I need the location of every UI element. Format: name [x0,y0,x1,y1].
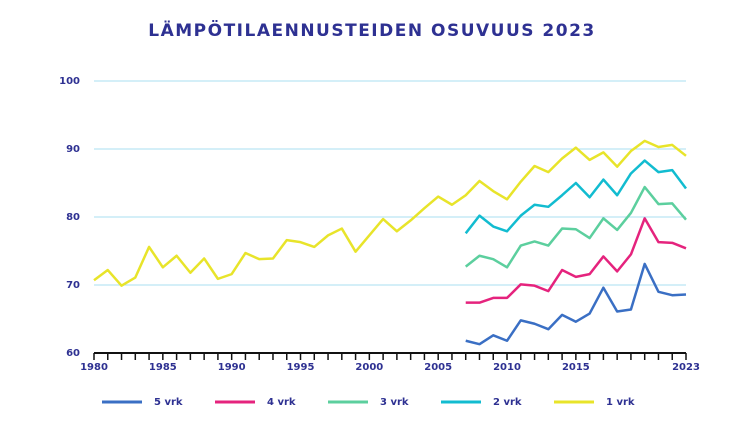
chart-title: LÄMPÖTILAENNUSTEIDEN OSUVUUS 2023 [148,19,596,41]
x-tick-label: 2005 [424,362,452,373]
series-line [465,262,687,346]
series-line [465,217,687,304]
legend-label: 5 vrk [154,397,183,408]
series-line [93,139,687,287]
x-tick-label: 1985 [149,362,177,373]
y-tick-label: 70 [66,280,80,291]
y-tick-label: 60 [66,348,80,359]
y-tick-label: 80 [66,212,80,223]
x-tick-label: 1980 [80,362,108,373]
x-tick-label: 2015 [562,362,590,373]
x-tick-label: 1995 [287,362,315,373]
x-tick-label: 2023 [672,362,700,373]
legend-label: 4 vrk [267,397,296,408]
y-tick-label: 100 [59,76,80,87]
legend-label: 2 vrk [493,397,522,408]
y-tick-label: 90 [66,144,80,155]
series-line [464,159,688,235]
series-line [464,185,687,269]
x-tick-label: 2000 [355,362,383,373]
legend-label: 3 vrk [380,397,409,408]
x-tick-label: 2010 [493,362,521,373]
x-tick-label: 1990 [218,362,246,373]
legend-label: 1 vrk [606,397,635,408]
